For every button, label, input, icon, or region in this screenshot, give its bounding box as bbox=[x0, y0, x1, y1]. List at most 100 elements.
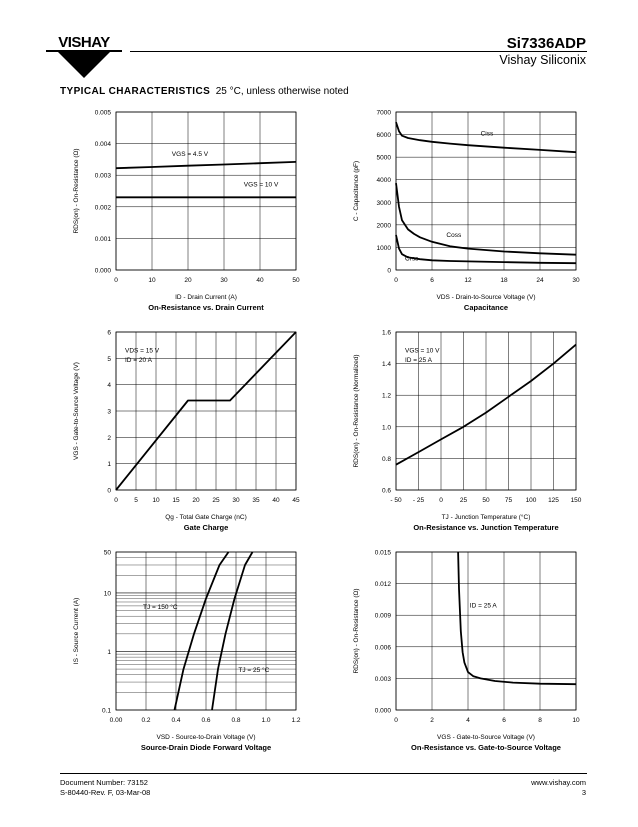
x-tick-label: 45 bbox=[292, 497, 300, 504]
y-tick-label: 0 bbox=[107, 488, 111, 495]
x-tick-label: 10 bbox=[148, 277, 156, 284]
y-tick-label: 0.002 bbox=[95, 204, 112, 211]
website-link[interactable]: www.vishay.com bbox=[531, 778, 586, 787]
chart-title: Source-Drain Diode Forward Voltage bbox=[141, 743, 271, 752]
plot-frame bbox=[395, 111, 577, 271]
plot-frame bbox=[115, 331, 297, 491]
section-title: TYPICAL CHARACTERISTICS bbox=[60, 86, 211, 97]
x-tick-label: 40 bbox=[272, 497, 280, 504]
y-tick-label: 0.8 bbox=[382, 456, 391, 463]
chart-title: On-Resistance vs. Junction Temperature bbox=[413, 523, 558, 532]
page-number: 3 bbox=[581, 788, 586, 797]
chart-source-drain-diode-forward-voltage: 0.00 0.2 0.4 0.6 0.8 1.0 1.2 0.1 1 10 50 VSD - Sour… bbox=[73, 550, 301, 753]
chart-on-resistance-vs-gate-to-source-voltage: 0 2 4 6 8 10 0.000 0.003 0.006 0.009 0.012 0.015 VGS… bbox=[353, 550, 580, 753]
y-axis-label: RDS(on) - On-Resistance (Normalized) bbox=[353, 354, 360, 467]
y-tick-label: 5 bbox=[107, 356, 111, 363]
x-tick-label: 24 bbox=[536, 277, 544, 284]
x-tick-label: 50 bbox=[292, 277, 300, 284]
x-tick-label: 20 bbox=[184, 277, 192, 284]
x-tick-label: 100 bbox=[526, 497, 537, 504]
x-tick-label: 2 bbox=[430, 717, 434, 724]
curve-annotation: TJ = 150 °C bbox=[143, 603, 178, 611]
x-tick-label: 25 bbox=[212, 497, 220, 504]
series-line bbox=[457, 551, 577, 686]
x-axis-label: ID - Drain Current (A) bbox=[175, 294, 237, 301]
curve-annotation: Ciss bbox=[481, 131, 494, 138]
x-tick-label: 40 bbox=[256, 277, 264, 284]
x-tick-label: 12 bbox=[464, 277, 472, 284]
series-line bbox=[115, 161, 297, 170]
series-line bbox=[211, 551, 254, 711]
series-line bbox=[173, 551, 230, 711]
y-tick-label: 4000 bbox=[377, 177, 392, 184]
plot-area bbox=[115, 551, 297, 711]
y-tick-label: 5000 bbox=[377, 155, 392, 162]
y-tick-label: 0 bbox=[387, 268, 391, 275]
x-tick-label: 30 bbox=[220, 277, 228, 284]
series-line bbox=[395, 182, 577, 256]
y-tick-label: 0.003 bbox=[375, 676, 392, 683]
x-tick-label: 6 bbox=[430, 277, 434, 284]
y-tick-label: 0.004 bbox=[95, 141, 112, 148]
x-tick-label: 0.2 bbox=[141, 717, 150, 724]
x-tick-label: 0.4 bbox=[171, 717, 180, 724]
series-line bbox=[115, 331, 297, 491]
y-axis-label: RDS(on) - On-Resistance (Ω) bbox=[353, 588, 360, 673]
y-tick-label: 0.000 bbox=[375, 708, 392, 715]
y-axis-label: VGS - Gate-to-Source Voltage (V) bbox=[73, 362, 80, 460]
x-tick-label: 6 bbox=[502, 717, 506, 724]
y-tick-label: 1.2 bbox=[382, 393, 391, 400]
y-tick-label: 0.006 bbox=[375, 644, 392, 651]
y-tick-label: 2000 bbox=[377, 222, 392, 229]
x-tick-label: 25 bbox=[460, 497, 468, 504]
x-tick-label: 30 bbox=[572, 277, 580, 284]
curve-annotation: TJ = 25 °C bbox=[238, 666, 269, 674]
y-tick-label: 7000 bbox=[377, 110, 392, 117]
y-tick-label: 0.012 bbox=[375, 581, 392, 588]
series-line bbox=[395, 234, 577, 265]
x-tick-label: 125 bbox=[548, 497, 559, 504]
plot-area bbox=[115, 111, 297, 271]
chart-capacitance: 0 6 12 18 24 30 0 1000 2000 3000 4000 5000 6000 7000 V… bbox=[353, 110, 580, 313]
y-tick-label: 6000 bbox=[377, 132, 392, 139]
y-tick-label: 6 bbox=[107, 330, 111, 337]
x-tick-label: 0.00 bbox=[110, 717, 123, 724]
plot-frame bbox=[395, 331, 577, 491]
x-axis-label: Qg - Total Gate Charge (nC) bbox=[165, 514, 247, 521]
x-tick-label: 20 bbox=[192, 497, 200, 504]
y-tick-label: 4 bbox=[107, 382, 111, 389]
y-tick-label: 0.000 bbox=[95, 268, 112, 275]
plot-area bbox=[395, 331, 577, 491]
x-tick-label: 0 bbox=[394, 277, 398, 284]
x-axis-label: TJ - Junction Temperature (°C) bbox=[442, 513, 531, 521]
series-line bbox=[395, 121, 577, 154]
x-axis-label: VSD - Source-to-Drain Voltage (V) bbox=[157, 734, 256, 741]
x-tick-label: 18 bbox=[500, 277, 508, 284]
y-tick-label: 1.4 bbox=[382, 361, 391, 368]
y-tick-label: 1 bbox=[107, 649, 111, 656]
y-tick-label: 1000 bbox=[377, 245, 392, 252]
curve-annotation: Coss bbox=[446, 232, 462, 239]
x-axis-label: VDS - Drain-to-Source Voltage (V) bbox=[437, 294, 536, 301]
y-tick-label: 0.015 bbox=[375, 550, 392, 557]
x-tick-label: 8 bbox=[538, 717, 542, 724]
x-tick-label: 0.8 bbox=[231, 717, 240, 724]
x-tick-label: 75 bbox=[505, 497, 513, 504]
y-tick-label: 10 bbox=[104, 590, 112, 597]
curve-annotation: Crss bbox=[405, 256, 419, 263]
curve-annotation: VGS = 10 V bbox=[244, 181, 279, 188]
x-tick-label: 1.2 bbox=[291, 717, 300, 724]
y-tick-label: 0.003 bbox=[95, 173, 112, 180]
x-tick-label: - 25 bbox=[413, 497, 425, 504]
chart-title: Gate Charge bbox=[184, 523, 229, 532]
x-tick-label: 0 bbox=[114, 497, 118, 504]
x-tick-label: 5 bbox=[134, 497, 138, 504]
x-tick-label: 4 bbox=[466, 717, 470, 724]
y-tick-label: 3000 bbox=[377, 200, 392, 207]
chart-title: On-Resistance vs. Gate-to-Source Voltage bbox=[411, 743, 561, 752]
plot-frame bbox=[115, 111, 297, 271]
x-tick-label: 1.0 bbox=[261, 717, 270, 724]
x-axis-label: VGS - Gate-to-Source Voltage (V) bbox=[437, 734, 535, 741]
plot-frame bbox=[115, 551, 297, 711]
